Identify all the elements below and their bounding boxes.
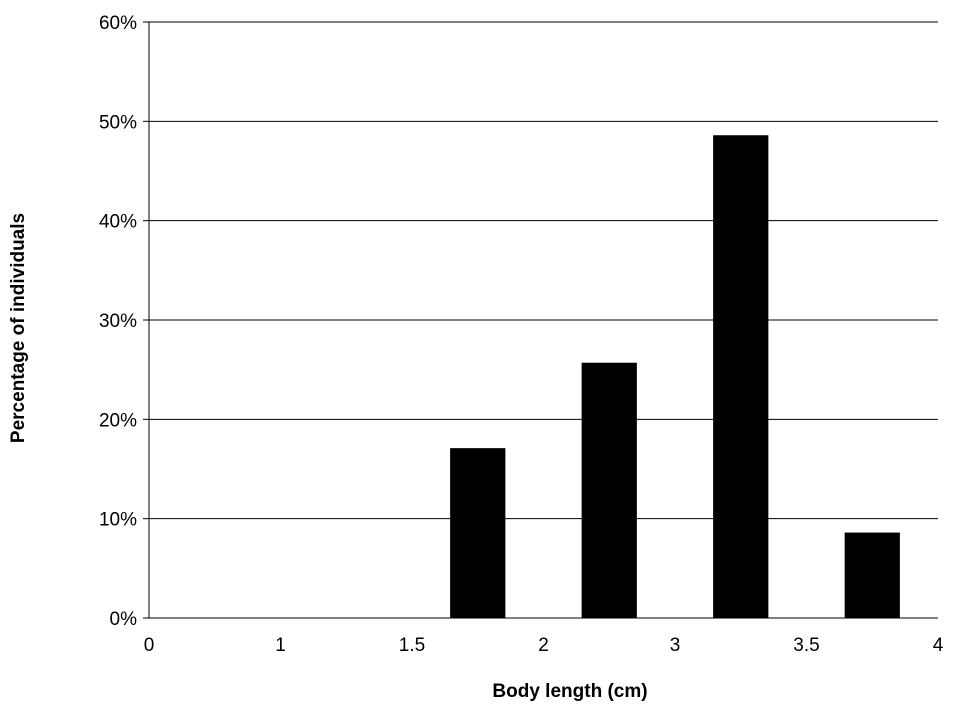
x-tick-label: 2 (538, 635, 549, 656)
bar-1-5 (450, 448, 506, 618)
x-tick-label: 1 (275, 635, 286, 656)
x-tick-label: 3.5 (793, 635, 819, 656)
x-tick-labels: 0 1 1.5 2 3 3.5 4 (144, 635, 944, 656)
bar-2 (581, 362, 637, 618)
bar-3 (713, 135, 769, 619)
y-tick-label: 20% (99, 410, 137, 431)
y-axis-title: Percentage of individuals (8, 213, 29, 443)
y-tick-labels: 0% 10% 20% 30% 40% 50% 60% (99, 13, 149, 630)
x-tick-label: 4 (933, 635, 944, 656)
grid-lines (149, 21, 938, 520)
y-tick-label: 50% (99, 112, 137, 133)
y-tick-label: 60% (99, 13, 137, 34)
x-tick-label: 0 (144, 635, 155, 656)
y-tick-label: 40% (99, 212, 137, 233)
y-tick-label: 0% (110, 609, 138, 630)
x-axis-title: Body length (cm) (492, 681, 647, 702)
y-tick-label: 10% (99, 510, 137, 531)
bars (450, 135, 900, 619)
x-tick-label: 1.5 (399, 635, 425, 656)
bar-3-5 (844, 532, 900, 618)
y-tick-label: 30% (99, 311, 137, 332)
x-tick-label: 3 (670, 635, 681, 656)
